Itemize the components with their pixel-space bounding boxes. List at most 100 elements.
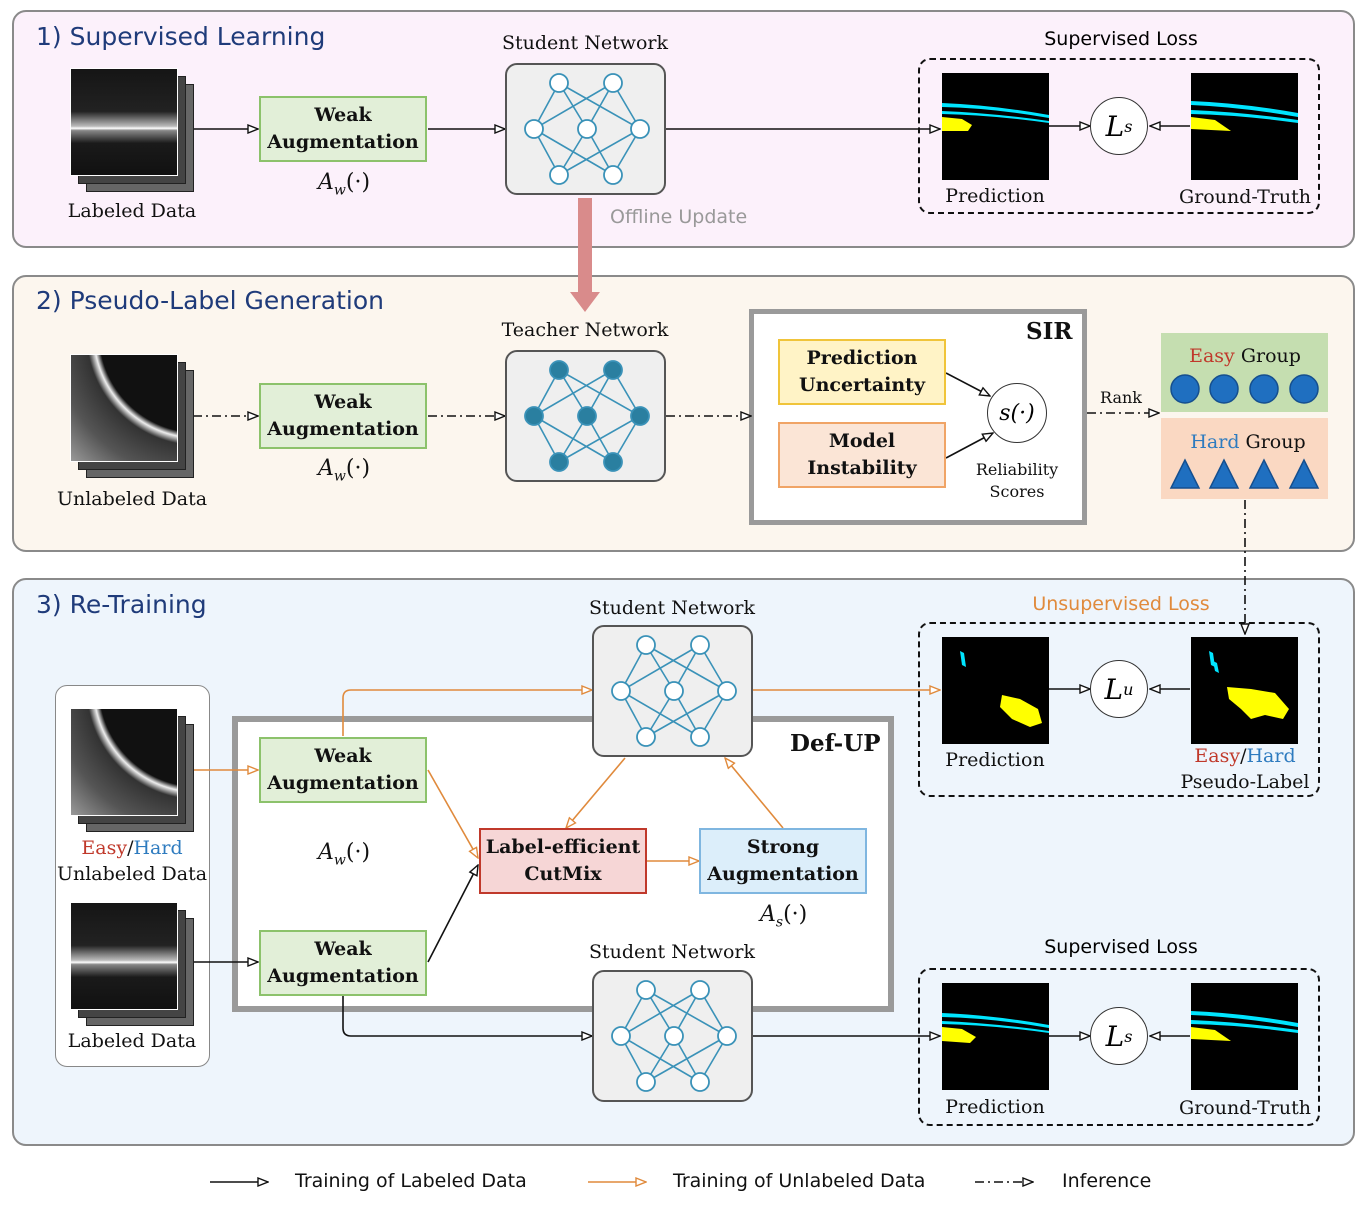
- as-formula: As(·): [760, 902, 808, 931]
- prediction-mask-2: [942, 637, 1049, 744]
- unlabeled-data-label-1: Unlabeled Data: [56, 488, 208, 510]
- network-node: [603, 73, 623, 93]
- student-network-label-1: Student Network: [501, 32, 669, 54]
- defup-label: Def-UP: [790, 730, 881, 757]
- panel-title-supervised: 1) Supervised Learning: [36, 22, 326, 51]
- network-edge: [558, 128, 641, 176]
- prediction-label-3: Prediction: [945, 1096, 1045, 1118]
- network-node: [524, 119, 544, 139]
- network-node: [549, 360, 569, 380]
- reliability-scores-label-2: Scores: [989, 482, 1045, 501]
- ground-truth-mask-1: [1191, 73, 1298, 180]
- network-node: [611, 681, 631, 701]
- easy-sample-circle: [1209, 374, 1239, 404]
- supervised-loss-box-2: [918, 968, 1320, 1126]
- pseudo-label-mask: [1191, 637, 1298, 744]
- supervised-loss-title-1: Supervised Loss: [1044, 28, 1198, 50]
- ground-truth-label-1: Ground-Truth: [1179, 186, 1311, 208]
- label-efficient-cutmix-box: Label-efficient CutMix: [479, 828, 647, 894]
- labeled-data-label-2: Labeled Data: [67, 1030, 197, 1052]
- panel-title-pseudo: 2) Pseudo-Label Generation: [36, 286, 384, 315]
- network-graph-icon: [611, 980, 737, 1092]
- network-node: [690, 980, 710, 1000]
- network-edge: [645, 690, 728, 738]
- sir-label: SIR: [1026, 318, 1073, 345]
- network-graph-icon: [611, 635, 737, 747]
- weak-augmentation-box-1: Weak Augmentation: [259, 96, 427, 162]
- legend-unlabeled: Training of Unlabeled Data: [673, 1170, 926, 1192]
- network-node: [636, 1072, 656, 1092]
- supervised-loss-title-2: Supervised Loss: [1044, 936, 1198, 958]
- easy-group-label: Easy Group: [1189, 345, 1301, 367]
- pseudo-label-label: Pseudo-Label: [1180, 771, 1310, 793]
- prediction-uncertainty-box: Prediction Uncertainty: [778, 339, 946, 405]
- network-graph-icon: [524, 360, 650, 472]
- network-edge: [620, 644, 701, 692]
- ground-truth-label-2: Ground-Truth: [1179, 1097, 1311, 1119]
- network-node: [636, 635, 656, 655]
- student-network-1: [505, 63, 666, 195]
- unsupervised-loss-box: [918, 622, 1320, 797]
- legend-inference: Inference: [1062, 1170, 1152, 1192]
- network-node: [690, 727, 710, 747]
- easy-hard-label: Easy/Hard: [81, 837, 183, 859]
- student-network-label-2: Student Network: [588, 597, 756, 619]
- unsupervised-loss-title: Unsupervised Loss: [1032, 593, 1210, 615]
- panel-title-retrain: 3) Re-Training: [36, 590, 207, 619]
- reliability-function-circle: s(·): [987, 383, 1047, 443]
- weak-augmentation-box-2: Weak Augmentation: [259, 383, 427, 449]
- network-node: [577, 406, 597, 426]
- network-node: [690, 635, 710, 655]
- network-node: [717, 1026, 737, 1046]
- offline-update-label: Offline Update: [610, 206, 748, 228]
- network-node: [603, 360, 623, 380]
- weak-augmentation-box-3: Weak Augmentation: [259, 737, 427, 803]
- reliability-scores-label-1: Reliability: [975, 460, 1059, 479]
- network-edge: [533, 369, 614, 417]
- aw-formula-3: Aw(·): [318, 840, 371, 869]
- supervised-loss-box-1: [918, 58, 1320, 214]
- network-node: [611, 1026, 631, 1046]
- easy-sample-circle: [1170, 374, 1200, 404]
- network-node: [636, 727, 656, 747]
- easy-sample-circle: [1289, 374, 1319, 404]
- network-node: [630, 119, 650, 139]
- network-node: [577, 119, 597, 139]
- hard-group-label: Hard Group: [1190, 431, 1306, 453]
- aw-formula-2: Aw(·): [318, 456, 371, 485]
- prediction-mask-1: [942, 73, 1049, 180]
- network-node: [630, 406, 650, 426]
- network-node: [717, 681, 737, 701]
- rank-label: Rank: [1100, 388, 1142, 407]
- network-node: [549, 165, 569, 185]
- network-node: [524, 406, 544, 426]
- hard-sample-triangle: [1288, 458, 1320, 489]
- network-node: [549, 452, 569, 472]
- strong-augmentation-box: Strong Augmentation: [699, 828, 867, 894]
- network-node: [690, 1072, 710, 1092]
- network-edge: [645, 1035, 728, 1083]
- network-node: [664, 1026, 684, 1046]
- s-function-label: s(·): [999, 400, 1035, 426]
- legend-labeled: Training of Labeled Data: [295, 1170, 527, 1192]
- network-node: [603, 452, 623, 472]
- teacher-network-label: Teacher Network: [501, 319, 669, 341]
- hard-sample-triangle: [1208, 458, 1240, 489]
- network-edge: [558, 415, 641, 463]
- prediction-label-2: Prediction: [945, 749, 1045, 771]
- network-node: [636, 980, 656, 1000]
- pseudo-label-easy-hard: Easy/Hard: [1194, 745, 1296, 767]
- network-node: [664, 681, 684, 701]
- ground-truth-mask-2: [1191, 983, 1298, 1090]
- student-network-3: [592, 970, 753, 1102]
- hard-sample-triangle: [1169, 458, 1201, 489]
- unlabeled-data-label-2: Unlabeled Data: [56, 863, 208, 885]
- teacher-network: [505, 350, 666, 482]
- network-edge: [620, 989, 701, 1037]
- student-network-label-3: Student Network: [588, 941, 756, 963]
